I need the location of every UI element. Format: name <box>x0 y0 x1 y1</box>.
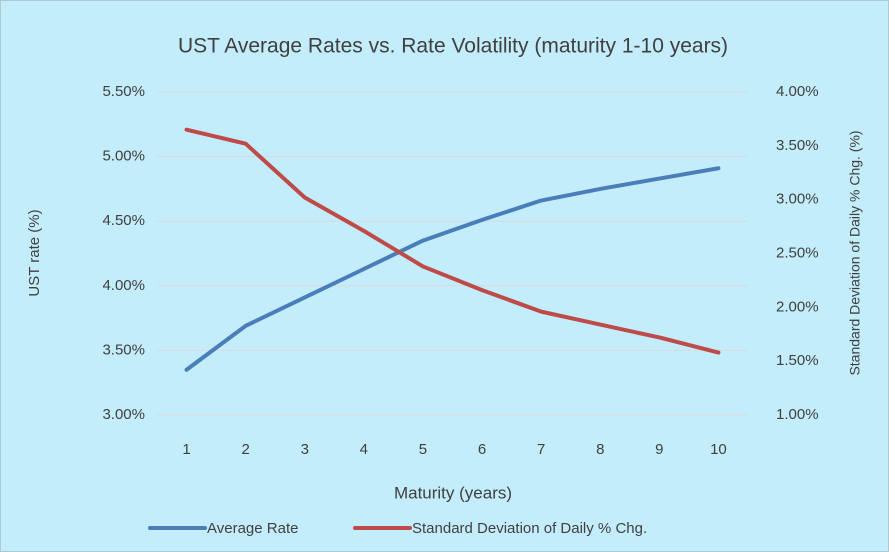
y2-tick-label: 1.00% <box>776 406 819 423</box>
y2-tick-label: 3.00% <box>776 191 819 208</box>
series-line <box>184 127 721 355</box>
x-tick-label: 4 <box>360 441 368 458</box>
series-line <box>184 166 721 372</box>
legend-label: Average Rate <box>207 520 298 537</box>
x-tick-label: 8 <box>596 441 604 458</box>
y2-tick-label: 1.50% <box>776 352 819 369</box>
x-tick-label: 5 <box>419 441 427 458</box>
x-tick-label: 1 <box>182 441 190 458</box>
y-tick-label: 4.50% <box>102 212 145 229</box>
y-tick-label: 4.00% <box>102 277 145 294</box>
y2-tick-label: 2.50% <box>776 244 819 261</box>
chart-title: UST Average Rates vs. Rate Volatility (m… <box>178 35 728 58</box>
y2-axis-label: Standard Deviation of Daily % Chg. (%) <box>847 130 863 375</box>
y-tick-label: 5.00% <box>102 148 145 165</box>
x-axis-label: Maturity (years) <box>394 483 512 502</box>
x-tick-label: 10 <box>710 441 727 458</box>
y-tick-label: 3.50% <box>102 341 145 358</box>
y-tick-label: 3.00% <box>102 406 145 423</box>
x-tick-label: 3 <box>301 441 309 458</box>
y2-tick-label: 3.50% <box>776 137 819 154</box>
y-tick-label: 5.50% <box>102 83 145 100</box>
x-tick-label: 6 <box>478 441 486 458</box>
y-axis-label: UST rate (%) <box>26 209 43 296</box>
legend-label: Standard Deviation of Daily % Chg. <box>412 520 647 537</box>
x-tick-label: 7 <box>537 441 545 458</box>
x-tick-label: 2 <box>241 441 249 458</box>
x-tick-label: 9 <box>655 441 663 458</box>
y2-tick-label: 4.00% <box>776 83 819 100</box>
y2-tick-label: 2.00% <box>776 298 819 315</box>
